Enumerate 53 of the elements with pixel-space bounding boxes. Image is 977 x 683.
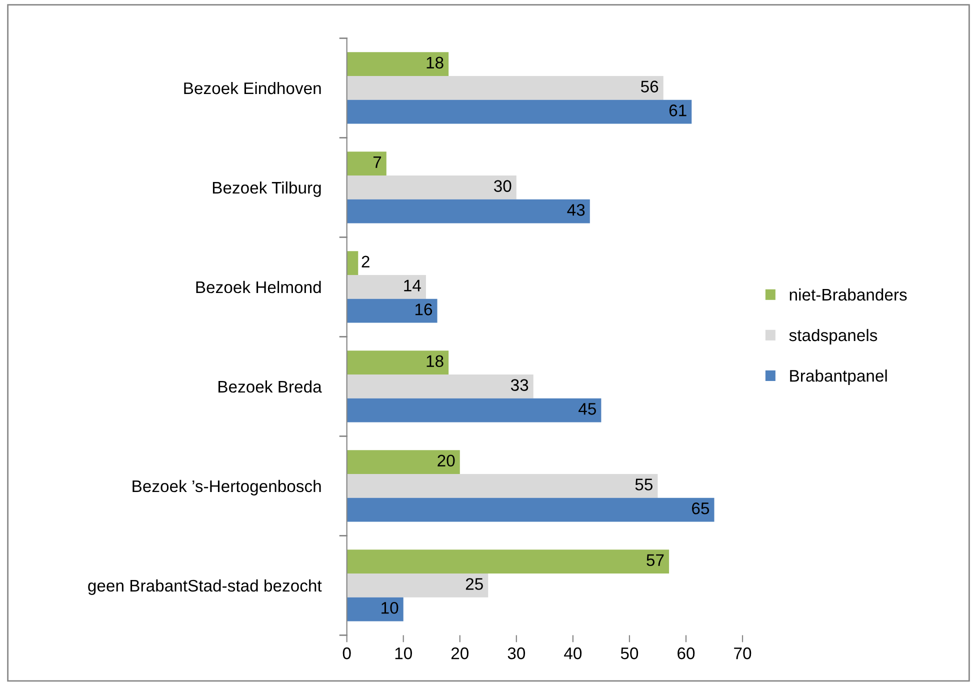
bar (346, 199, 590, 224)
legend-label: stadspanels (789, 328, 878, 344)
data-label: 2 (362, 256, 370, 268)
x-tick-label: 30 (508, 647, 526, 660)
y-tick-label: geen BrabantStad-stad bezocht (88, 579, 322, 595)
x-tick-label: 60 (678, 647, 695, 660)
data-label: 25 (466, 578, 483, 590)
bar (346, 176, 516, 200)
bar (346, 498, 714, 522)
bar (346, 152, 386, 176)
y-tick-label: Bezoek Helmond (196, 280, 321, 294)
x-tick-label: 10 (395, 647, 412, 660)
bar (346, 398, 602, 422)
data-label: 55 (635, 478, 653, 490)
bar (346, 100, 692, 124)
data-label: 14 (404, 280, 421, 292)
y-tick-label: Bezoek Tilburg (212, 181, 321, 197)
data-label: 18 (426, 355, 444, 368)
x-tick-label: 40 (564, 647, 582, 660)
y-tick-label: Bezoek Eindhoven (184, 82, 321, 94)
bar (346, 298, 438, 323)
bar (346, 597, 404, 622)
data-label: 16 (415, 304, 432, 316)
data-label: 61 (669, 104, 686, 116)
bar (346, 251, 358, 276)
x-tick-label: 50 (620, 647, 638, 660)
data-label: 20 (438, 454, 455, 467)
x-tick-label: 70 (734, 647, 752, 660)
bar (346, 450, 460, 474)
legend-label: niet-Brabanders (790, 288, 907, 301)
data-label: 33 (510, 379, 528, 391)
data-label: 56 (640, 80, 658, 92)
bar (346, 52, 449, 76)
bar (346, 76, 664, 100)
data-label: 7 (373, 156, 382, 168)
data-label: 18 (426, 56, 444, 69)
y-tick-label: Bezoek ’s-Hertogenbosch (132, 480, 321, 496)
data-label: 10 (382, 602, 398, 614)
legend-label: Brabantpanel (790, 369, 887, 386)
data-label: 65 (692, 502, 710, 514)
data-label: 43 (567, 204, 585, 216)
bar (346, 474, 658, 498)
bar (346, 350, 449, 375)
x-tick-label: 20 (451, 647, 469, 660)
bar (346, 574, 488, 598)
data-label: 45 (578, 403, 596, 415)
y-tick-label: Bezoek Breda (218, 380, 322, 393)
x-tick-label: 0 (342, 647, 351, 660)
bar (346, 374, 534, 398)
bar (346, 275, 426, 299)
bar (346, 550, 670, 574)
data-label: 57 (646, 554, 664, 566)
data-label: 30 (494, 180, 512, 192)
